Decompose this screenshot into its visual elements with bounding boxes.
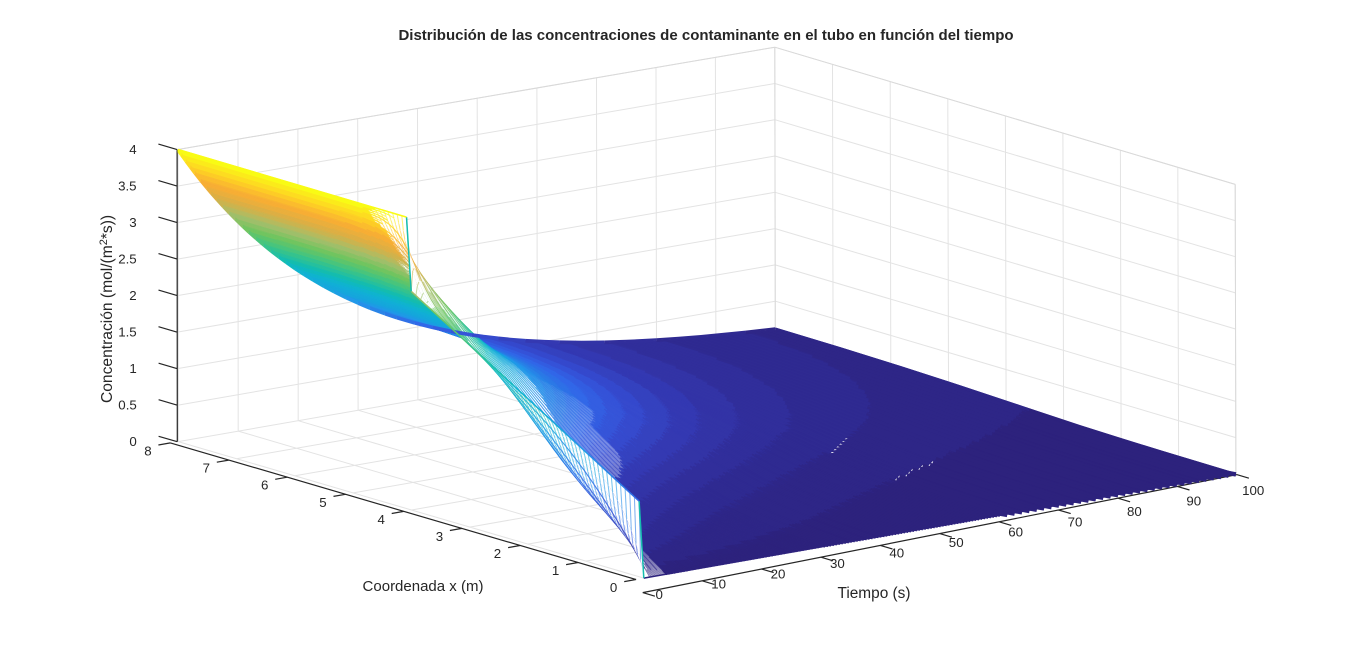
svg-text:6: 6 [261,478,268,493]
svg-text:5: 5 [319,495,326,510]
svg-text:2: 2 [129,288,136,303]
svg-text:60: 60 [1008,525,1023,540]
svg-text:8: 8 [144,443,151,458]
svg-text:40: 40 [889,546,904,561]
svg-text:Distribución de las concentrac: Distribución de las concentraciones de c… [398,27,1013,44]
svg-text:90: 90 [1186,494,1201,509]
svg-text:50: 50 [949,535,964,550]
svg-text:Tiempo (s): Tiempo (s) [838,585,911,602]
svg-text:1: 1 [552,563,559,578]
svg-text:0: 0 [129,434,136,449]
svg-text:4: 4 [129,142,136,157]
svg-text:0: 0 [610,580,617,595]
svg-text:Coordenada x (m): Coordenada x (m) [363,578,484,595]
svg-text:1: 1 [129,361,136,376]
svg-text:0: 0 [655,587,662,602]
svg-text:4: 4 [377,512,384,527]
svg-text:70: 70 [1068,514,1083,529]
svg-text:20: 20 [771,566,786,581]
svg-text:80: 80 [1127,504,1142,519]
svg-text:3.5: 3.5 [118,179,137,194]
svg-text:10: 10 [711,577,726,592]
svg-text:3: 3 [129,215,136,230]
svg-text:100: 100 [1242,483,1264,498]
svg-text:2: 2 [494,546,501,561]
svg-text:30: 30 [830,556,845,571]
svg-text:Concentración (mol/(m2*s)): Concentración (mol/(m2*s)) [98,215,116,403]
svg-text:1.5: 1.5 [118,325,137,340]
svg-text:2.5: 2.5 [118,252,137,267]
svg-text:7: 7 [203,461,210,476]
svg-text:0.5: 0.5 [118,398,137,413]
svg-text:3: 3 [436,529,443,544]
